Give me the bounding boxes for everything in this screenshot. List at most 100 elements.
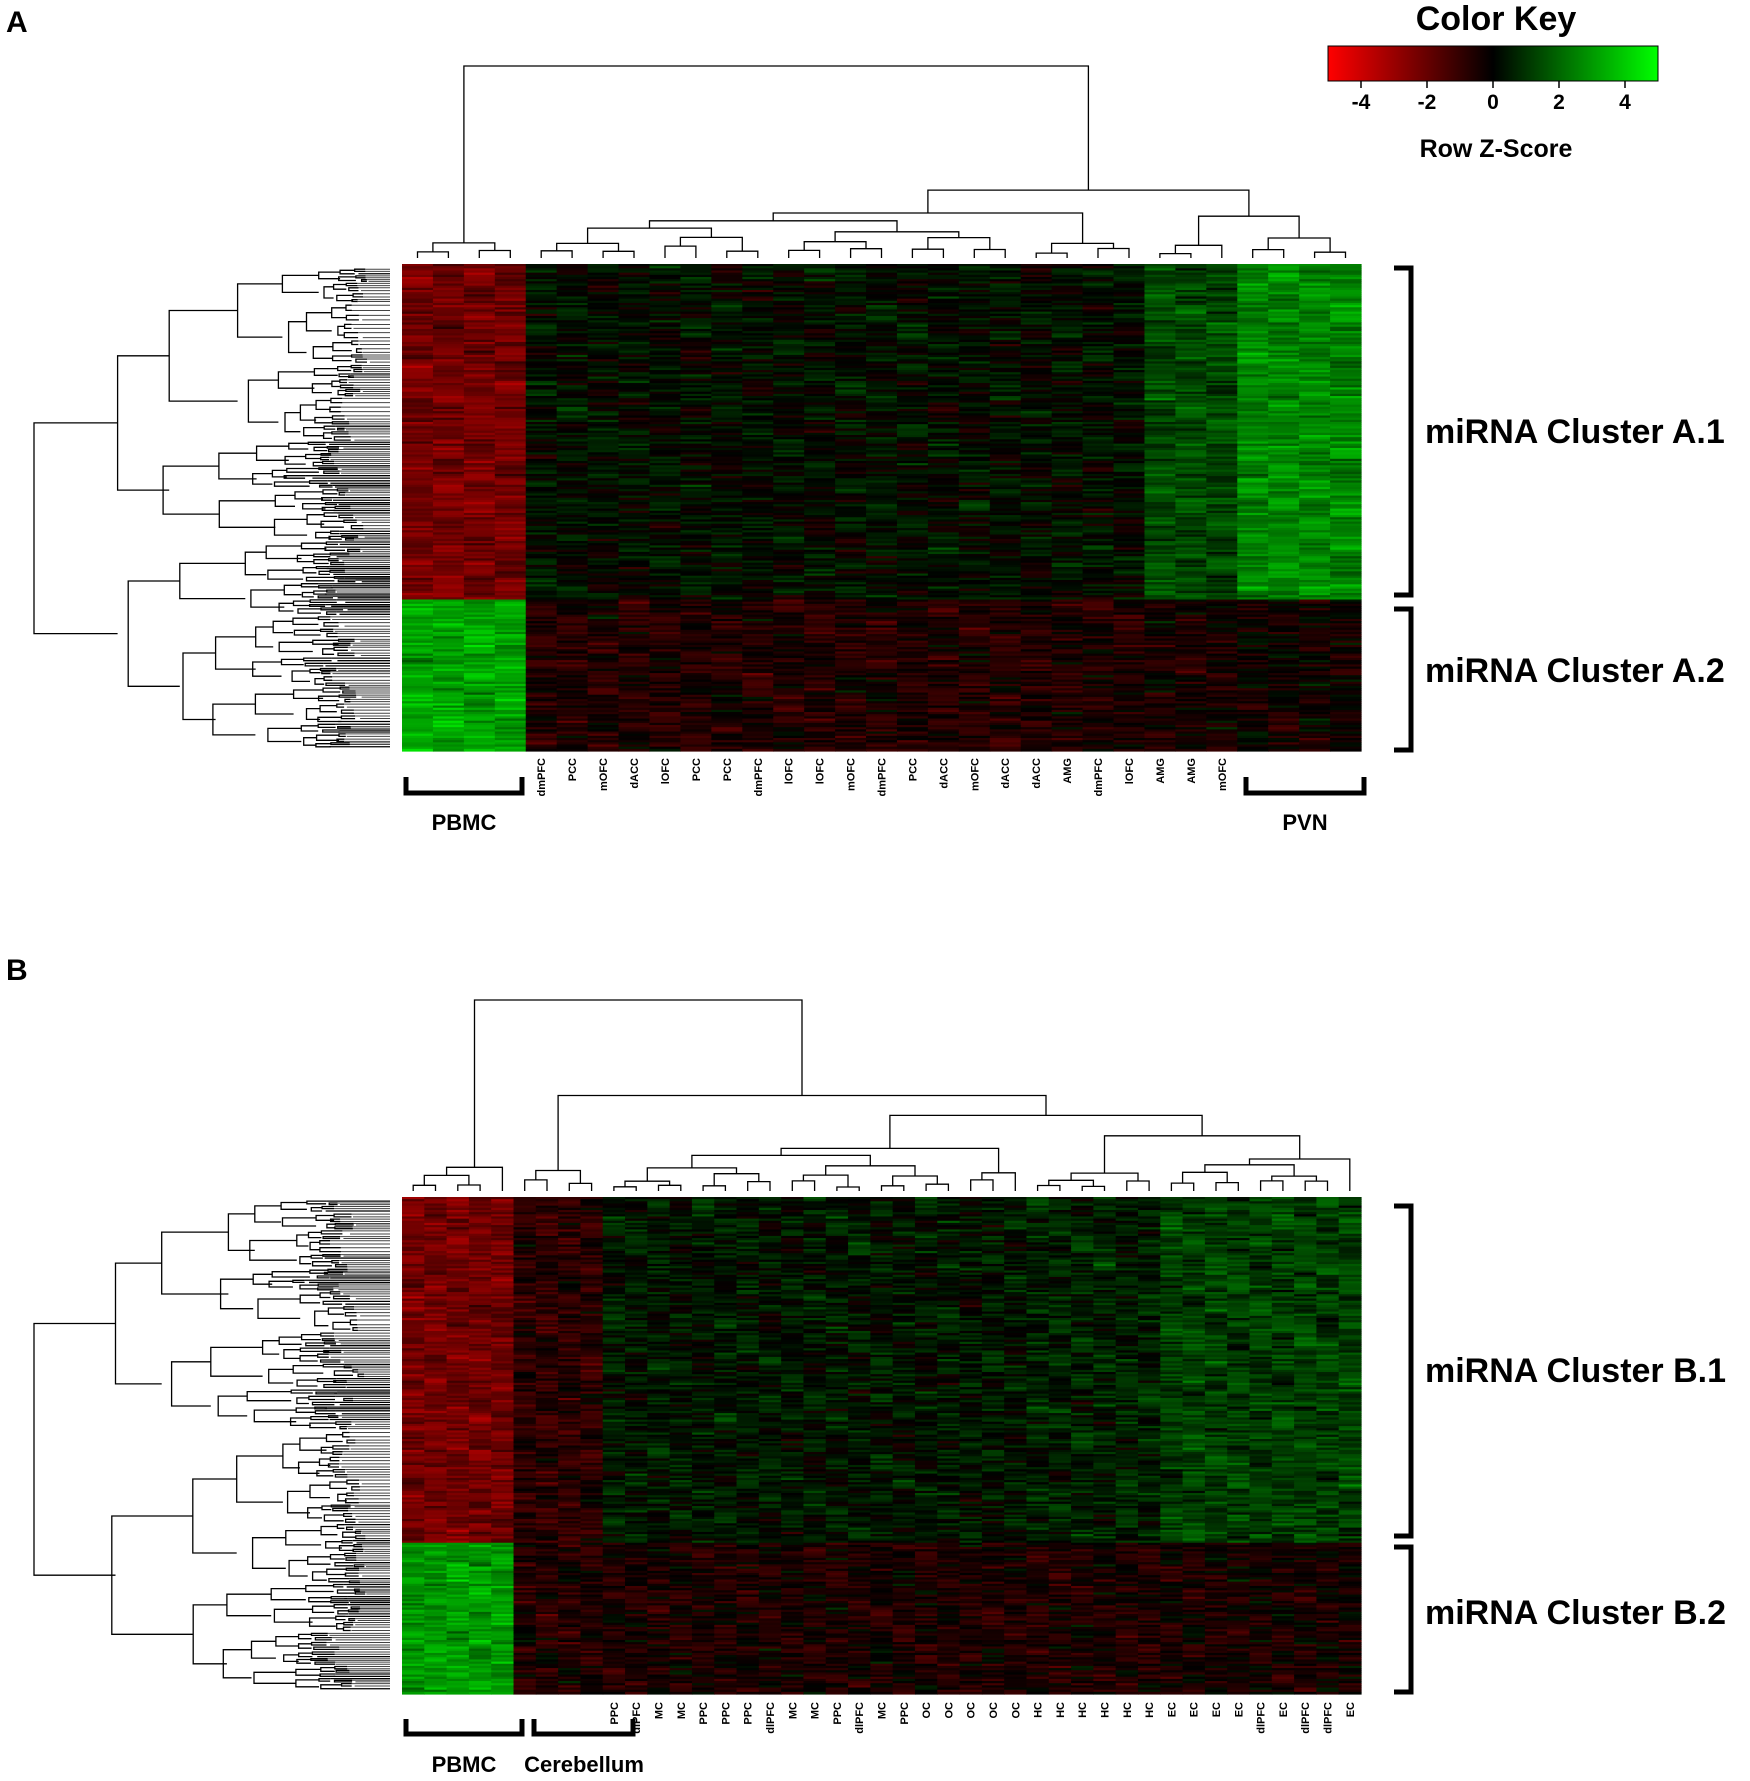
- heatmap-cell: [1299, 307, 1331, 311]
- heatmap-cell: [680, 292, 712, 295]
- heatmap-cell: [866, 266, 898, 269]
- heatmap-cell: [1082, 292, 1115, 295]
- heatmap-cell: [1330, 287, 1362, 291]
- heatmap-cell: [773, 311, 805, 315]
- heatmap-cell: [711, 305, 743, 308]
- heatmap-cell: [958, 268, 991, 272]
- heatmap-cell: [587, 285, 620, 289]
- heatmap-cell: [463, 322, 496, 326]
- heatmap-cell: [711, 296, 743, 300]
- heatmap-cell: [463, 285, 496, 289]
- heatmap-cell: [618, 289, 651, 293]
- heatmap-cell: [1237, 305, 1269, 308]
- heatmap-cell: [896, 300, 929, 304]
- heatmap-cell: [525, 264, 558, 267]
- heatmap-cell: [525, 276, 558, 280]
- heatmap-cell: [525, 315, 558, 319]
- heatmap-cell: [1175, 296, 1207, 300]
- panel-letter-a: A: [6, 6, 28, 39]
- heatmap-cell: [649, 289, 682, 293]
- heatmap-cell: [1113, 281, 1146, 285]
- heatmap-cell: [525, 281, 558, 285]
- heatmap-cell: [402, 305, 434, 308]
- heatmap-cell: [1237, 324, 1269, 328]
- heatmap-cell: [1268, 322, 1300, 326]
- heatmap-cell: [896, 302, 929, 306]
- heatmap-cell: [742, 320, 774, 324]
- heatmap-cell: [1113, 279, 1146, 282]
- heatmap-cell: [927, 298, 960, 302]
- heatmap-cell: [402, 274, 434, 278]
- heatmap-cell: [1020, 270, 1053, 274]
- heatmap-cell: [835, 300, 867, 304]
- heatmap-cell: [1082, 294, 1115, 298]
- heatmap-cell: [866, 285, 898, 289]
- heatmap-cell: [866, 276, 898, 280]
- heatmap-cell: [525, 302, 558, 306]
- heatmap-a-cells: [402, 264, 1362, 752]
- heatmap-cell: [1206, 313, 1238, 317]
- heatmap-cell: [742, 326, 774, 330]
- heatmap-cell: [1020, 283, 1053, 287]
- heatmap-cell: [1020, 266, 1053, 269]
- heatmap-cell: [773, 296, 805, 300]
- heatmap-cell: [587, 296, 620, 300]
- heatmap-cell: [402, 276, 434, 280]
- heatmap-cell: [1144, 302, 1176, 306]
- heatmap-cell: [773, 331, 805, 334]
- heatmap-cell: [463, 320, 496, 324]
- heatmap-cell: [773, 276, 805, 280]
- heatmap-cell: [711, 322, 743, 326]
- heatmap-cell: [1082, 309, 1115, 313]
- heatmap-cell: [494, 311, 527, 315]
- heatmap-cell: [866, 274, 898, 278]
- heatmap-cell: [866, 268, 898, 272]
- heatmap-cell: [1051, 333, 1084, 337]
- heatmap-cell: [742, 311, 774, 315]
- heatmap-cell: [1268, 285, 1300, 289]
- heatmap-cell: [742, 264, 774, 267]
- heatmap-cell: [1330, 276, 1362, 280]
- heatmap-cell: [494, 279, 527, 282]
- heatmap-cell: [556, 268, 589, 272]
- heatmap-cell: [680, 289, 712, 293]
- heatmap-cell: [835, 283, 867, 287]
- heatmap-cell: [1299, 289, 1331, 293]
- heatmap-cell: [773, 302, 805, 306]
- heatmap-cell: [835, 311, 867, 315]
- heatmap-cell: [1051, 307, 1084, 311]
- heatmap-cell: [866, 320, 898, 324]
- heatmap-cell: [556, 313, 589, 317]
- heatmap-cell: [773, 266, 805, 269]
- heatmap-cell: [1175, 307, 1207, 311]
- heatmap-cell: [618, 324, 651, 328]
- heatmap-cell: [927, 266, 960, 269]
- heatmap-cell: [1299, 311, 1331, 315]
- heatmap-cell: [773, 264, 805, 267]
- heatmap-cell: [618, 298, 651, 302]
- heatmap-cell: [649, 292, 682, 295]
- heatmap-cell: [835, 322, 867, 326]
- heatmap-cell: [649, 315, 682, 319]
- heatmap-cell: [1113, 289, 1146, 293]
- heatmap-cell: [1051, 270, 1084, 274]
- heatmap-cell: [1268, 287, 1300, 291]
- heatmap-cell: [866, 318, 898, 321]
- heatmap-cell: [958, 266, 991, 269]
- heatmap-cell: [556, 298, 589, 302]
- heatmap-cell: [773, 315, 805, 319]
- heatmap-cell: [402, 287, 434, 291]
- heatmap-cell: [804, 298, 836, 302]
- heatmap-cell: [711, 289, 743, 293]
- heatmap-cell: [1175, 326, 1207, 330]
- heatmap-cell: [1268, 333, 1300, 337]
- heatmap-cell: [835, 324, 867, 328]
- heatmap-cell: [927, 279, 960, 282]
- heatmap-cell: [711, 285, 743, 289]
- heatmap-cell: [896, 333, 929, 337]
- heatmap-cell: [1051, 300, 1084, 304]
- heatmap-cell: [1020, 285, 1053, 289]
- heatmap-cell: [432, 292, 465, 295]
- heatmap-cell: [618, 268, 651, 272]
- color-key-tick-label: -2: [1418, 91, 1437, 114]
